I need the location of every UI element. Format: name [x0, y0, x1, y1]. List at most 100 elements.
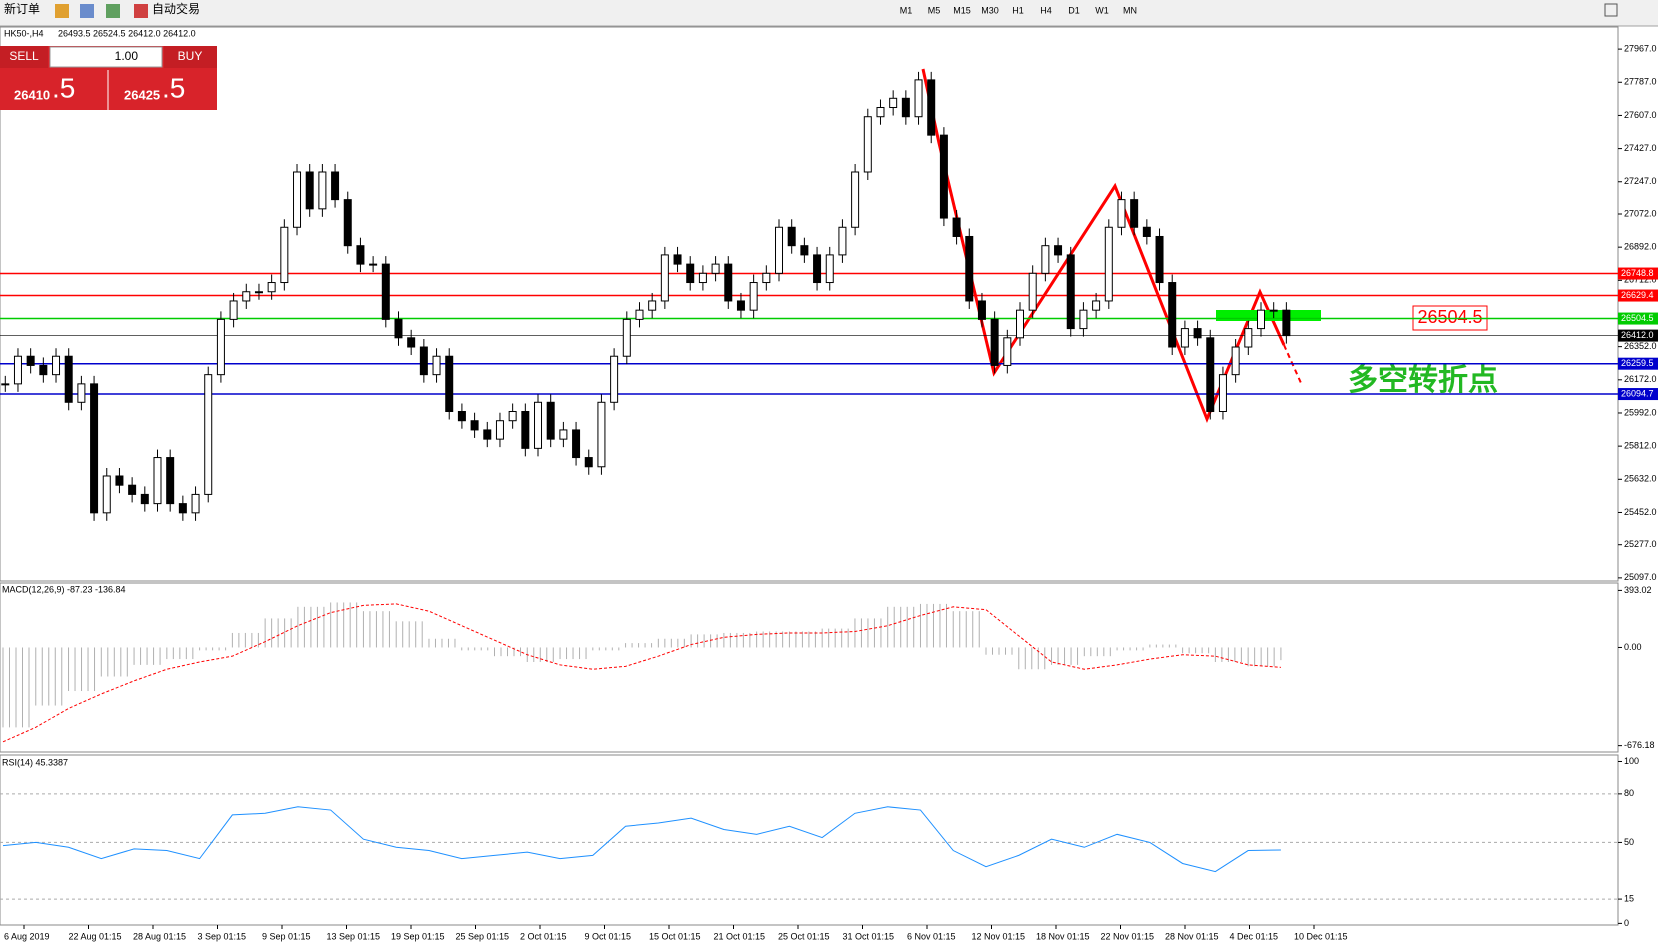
symbol-title: HK50-,H4 — [4, 28, 44, 38]
x-tick-label: 28 Aug 01:15 — [133, 931, 186, 941]
icon[interactable] — [106, 4, 120, 18]
y-tick-label: 15 — [1624, 893, 1634, 903]
y-tick-label: 27967.0 — [1624, 43, 1657, 53]
candle — [178, 503, 187, 514]
candle — [1206, 337, 1215, 413]
price-level-label: 26412.0 — [1621, 330, 1654, 340]
candle — [622, 318, 631, 357]
buy-fraction[interactable]: .5 — [162, 72, 185, 103]
buy-button[interactable] — [164, 46, 217, 68]
sell-fraction[interactable]: .5 — [52, 72, 75, 103]
candle — [267, 282, 276, 293]
sell-price[interactable]: 26410 — [14, 87, 50, 102]
y-tick-label: 27247.0 — [1624, 176, 1657, 186]
candle — [965, 235, 974, 302]
candle — [77, 383, 86, 403]
main-panel — [0, 26, 1619, 582]
rsi-panel — [0, 754, 1619, 926]
candle — [762, 272, 771, 284]
candle — [280, 226, 289, 284]
candle — [1218, 374, 1227, 413]
candle — [115, 475, 124, 486]
toolbar — [0, 0, 1658, 26]
timeframe-button[interactable]: H1 — [1012, 5, 1024, 15]
icon[interactable] — [55, 4, 69, 18]
timeframe-button[interactable]: M30 — [981, 5, 999, 15]
candle — [1130, 199, 1139, 228]
candle — [736, 300, 745, 311]
candle — [331, 171, 340, 201]
x-tick-label: 12 Nov 01:15 — [972, 931, 1026, 941]
candle — [1180, 328, 1189, 348]
candle — [381, 263, 390, 320]
candle — [698, 272, 707, 284]
candle — [470, 420, 479, 431]
candle — [229, 300, 238, 320]
timeframe-button[interactable]: M1 — [900, 5, 913, 15]
candle — [648, 300, 657, 311]
candle — [572, 429, 581, 459]
icon[interactable] — [80, 4, 94, 18]
indicator-line — [2, 806, 1281, 873]
candle — [939, 134, 948, 219]
candle — [1142, 226, 1151, 237]
candle — [90, 383, 99, 514]
y-tick-label: 50 — [1624, 837, 1634, 847]
candle — [977, 300, 986, 320]
candle — [318, 171, 327, 210]
timeframe-button[interactable]: M5 — [928, 5, 941, 15]
volume-input[interactable] — [49, 46, 163, 68]
icon[interactable] — [134, 4, 148, 18]
y-tick-label: 25812.0 — [1624, 441, 1657, 451]
sell-button[interactable] — [0, 46, 48, 68]
candle — [432, 355, 441, 376]
buy-price[interactable]: 26425 — [124, 87, 160, 102]
candle — [889, 97, 898, 109]
candle — [102, 475, 111, 514]
price-level-tag — [1618, 357, 1658, 370]
x-tick-label: 15 Oct 01:15 — [649, 931, 701, 941]
volume-value[interactable]: 1.00 — [115, 49, 139, 63]
candle — [787, 226, 796, 247]
sell-label[interactable]: SELL — [9, 49, 39, 63]
new-order-button[interactable]: 新订单 — [4, 1, 40, 16]
y-tick-label: 25452.0 — [1624, 507, 1657, 517]
x-tick-label: 2 Oct 01:15 — [520, 931, 567, 941]
y-tick-label: 393.02 — [1624, 585, 1652, 595]
candle — [1269, 309, 1278, 312]
candle — [876, 107, 885, 118]
y-tick-label: 25632.0 — [1624, 474, 1657, 484]
timeframe-button[interactable]: MN — [1123, 5, 1137, 15]
y-tick-label: 0 — [1624, 918, 1629, 928]
search-icon[interactable] — [1604, 3, 1618, 17]
timeframe-button[interactable]: D1 — [1068, 5, 1080, 15]
candle — [1, 383, 10, 386]
candle — [508, 411, 517, 422]
candle — [546, 401, 555, 440]
timeframe-button[interactable]: M15 — [953, 5, 971, 15]
price-level-tag — [1618, 312, 1658, 325]
candle — [1066, 254, 1075, 330]
x-tick-label: 22 Aug 01:15 — [69, 931, 122, 941]
timeframe-button[interactable]: H4 — [1040, 5, 1052, 15]
candle — [483, 429, 492, 440]
candle — [990, 318, 999, 366]
macd-title: MACD(12,26,9) -87.23 -136.84 — [2, 584, 126, 594]
candle — [242, 291, 251, 302]
timeframe-button[interactable]: W1 — [1095, 5, 1109, 15]
y-tick-label: 0.00 — [1624, 642, 1642, 652]
auto-trading-button[interactable]: 自动交易 — [152, 1, 200, 16]
price-level-label: 26094.7 — [1621, 388, 1654, 398]
x-tick-label: 10 Dec 01:15 — [1294, 931, 1348, 941]
candle — [1079, 309, 1088, 330]
candle — [610, 355, 619, 403]
buy-label[interactable]: BUY — [178, 49, 203, 63]
candle — [1193, 328, 1202, 339]
candle — [838, 226, 847, 256]
candle — [1155, 235, 1164, 284]
rsi-title: RSI(14) 45.3387 — [2, 757, 68, 767]
turning-point-label: 多空转折点 — [1348, 364, 1498, 397]
